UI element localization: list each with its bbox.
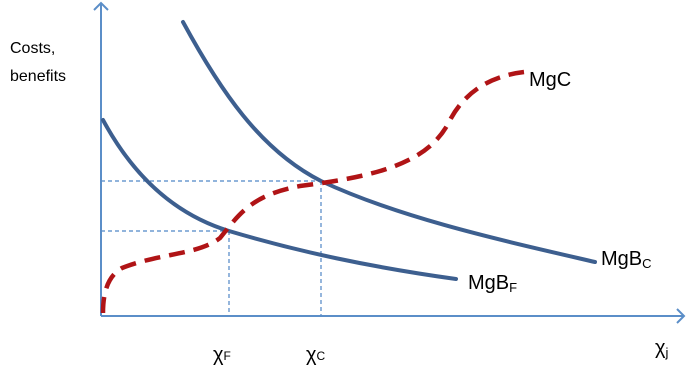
mgb-f-label: MgBF — [468, 272, 517, 295]
mgb-f-curve — [101, 118, 458, 281]
mgb-c-label: MgBC — [601, 248, 652, 271]
mgb-c-curve — [181, 20, 597, 264]
x-axis-label: χj — [655, 337, 669, 360]
chi-c-label-main: χ — [306, 344, 317, 366]
mgb-f-label-main: MgB — [468, 272, 509, 294]
y-axis-label-line2: benefits — [10, 68, 66, 85]
chi-f-label-main: χ — [213, 344, 224, 366]
mgc-curve — [100, 69, 525, 314]
y-axis-label-line1: Costs, — [10, 40, 55, 57]
chi-f-label: χF — [213, 344, 231, 366]
chi-f-label-sub: F — [224, 349, 231, 363]
chi-c-label-sub: C — [317, 349, 326, 363]
mgb-c-label-main: MgB — [601, 248, 642, 270]
x-axis-label-sub: j — [665, 345, 669, 360]
mgb-c-label-sub: C — [642, 256, 651, 271]
guide-lines — [101, 180, 322, 316]
mgb-f-label-sub: F — [509, 280, 517, 295]
chi-c-label: χC — [306, 344, 326, 366]
mgc-label: MgC — [529, 69, 571, 91]
x-axis-label-main: χ — [655, 337, 666, 359]
